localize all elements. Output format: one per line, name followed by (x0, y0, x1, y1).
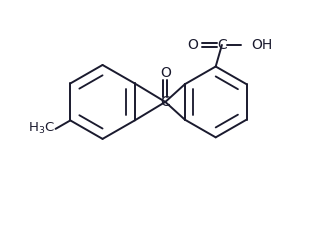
Text: C: C (160, 95, 170, 109)
Text: C: C (217, 38, 227, 52)
Text: H$_3$C: H$_3$C (28, 121, 55, 136)
Text: O: O (187, 38, 198, 52)
Text: OH: OH (251, 38, 273, 52)
Text: O: O (160, 67, 171, 80)
